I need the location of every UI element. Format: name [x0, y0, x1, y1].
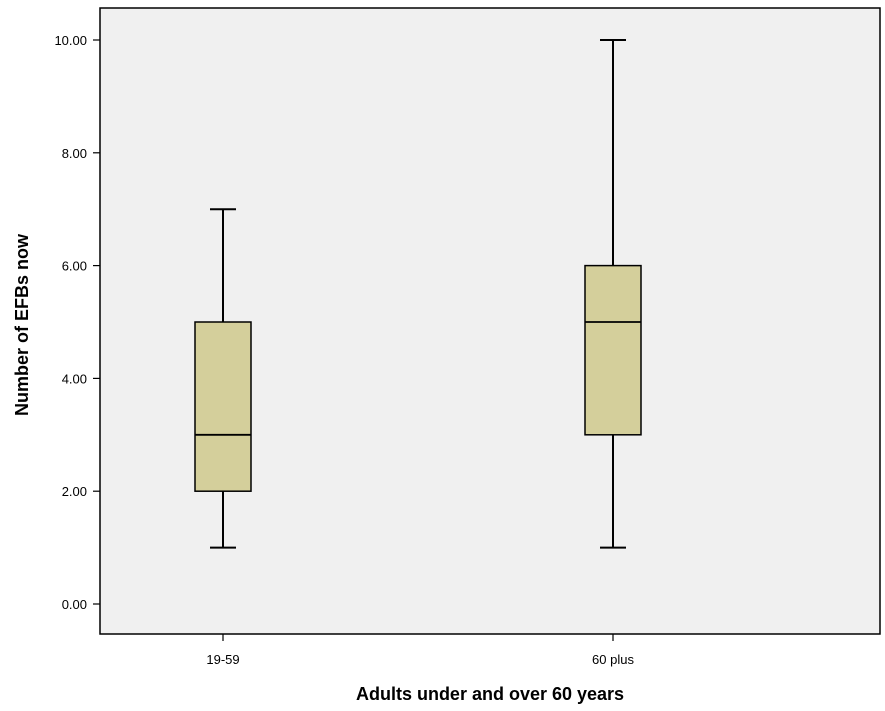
y-tick-label: 4.00 [62, 371, 87, 386]
y-tick-label: 10.00 [54, 33, 87, 48]
x-tick-label: 60 plus [592, 652, 634, 667]
y-tick-label: 8.00 [62, 146, 87, 161]
y-axis: 0.00 2.00 4.00 6.00 8.00 10.00 [54, 33, 100, 612]
iqr-box [194, 321, 252, 492]
y-tick-label: 6.00 [62, 259, 87, 274]
y-tick-label: 2.00 [62, 484, 87, 499]
plot-area [99, 7, 881, 635]
y-tick-label: 0.00 [62, 597, 87, 612]
box-19-59 [194, 208, 252, 549]
x-tick-label: 19-59 [206, 652, 239, 667]
box-60-plus [584, 39, 642, 549]
x-axis: 19-59 60 plus [206, 634, 634, 667]
iqr-box [584, 264, 642, 436]
boxes [194, 39, 642, 549]
y-axis-title: Number of EFBs now [12, 233, 32, 416]
x-axis-title: Adults under and over 60 years [356, 684, 624, 704]
